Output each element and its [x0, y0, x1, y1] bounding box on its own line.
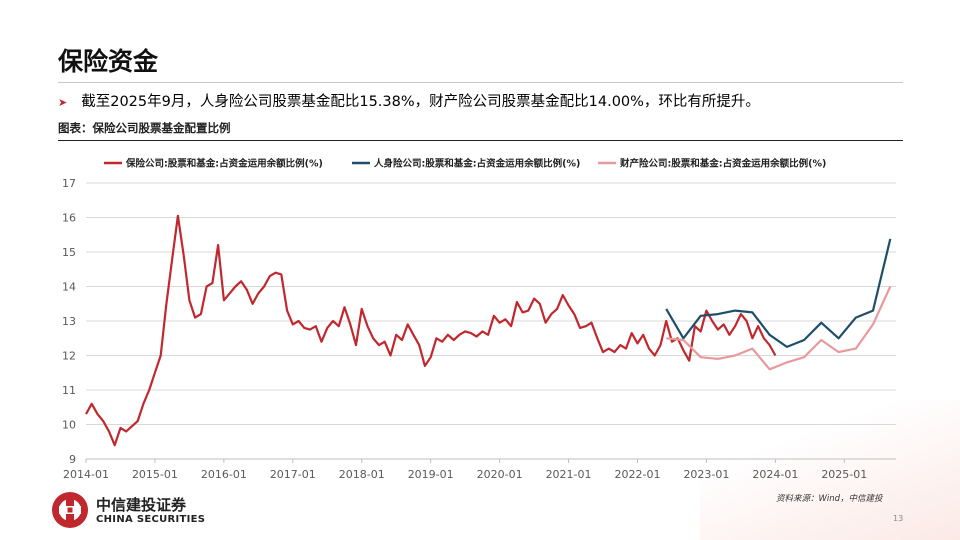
page-number: 13: [893, 514, 904, 523]
x-tick-label: 2014-01: [63, 468, 109, 481]
series-line-1: [665, 238, 892, 348]
legend-label-1: 人身险公司:股票和基金:占资金运用余额比例(%): [374, 158, 580, 170]
x-tick-label: 2022-01: [615, 468, 661, 481]
x-tick-label: 2016-01: [201, 468, 247, 481]
x-tick-label: 2015-01: [132, 468, 178, 481]
title-divider: [58, 82, 903, 83]
source-note: 资料来源：Wind，中信建投: [776, 494, 883, 504]
company-name-en: CHINA SECURITIES: [96, 514, 206, 525]
series-line-2: [666, 286, 892, 371]
y-tick-label: 17: [62, 177, 76, 190]
bullet-arrow-icon: ➤: [58, 96, 68, 109]
figure-caption: 图表：保险公司股票基金配置比例: [58, 121, 231, 135]
company-name-cn: 中信建投证券: [96, 496, 187, 514]
citic-logo-icon: [52, 492, 88, 528]
decorative-corner-gradient: [700, 400, 960, 540]
summary-text: 截至2025年9月，人身险公司股票基金配比15.38%，财产险公司股票基金配比1…: [81, 94, 760, 110]
y-tick-label: 9: [69, 453, 76, 466]
x-tick-label: 2024-01: [752, 468, 798, 481]
x-tick-label: 2025-01: [821, 468, 867, 481]
y-tick-label: 16: [62, 212, 76, 225]
x-tick-label: 2021-01: [546, 468, 592, 481]
series-line-0: [85, 214, 777, 447]
y-tick-label: 12: [62, 350, 76, 363]
summary-bullet: ➤ 截至2025年9月，人身险公司股票基金配比15.38%，财产险公司股票基金配比…: [58, 90, 760, 111]
y-tick-label: 15: [62, 246, 76, 259]
caption-divider: [58, 140, 903, 141]
y-tick-label: 13: [62, 315, 76, 328]
x-tick-label: 2018-01: [339, 468, 385, 481]
legend-label-2: 财产险公司:股票和基金:占资金运用余额比例(%): [619, 158, 826, 170]
y-tick-label: 11: [62, 384, 76, 397]
x-tick-label: 2017-01: [270, 468, 316, 481]
x-tick-label: 2019-01: [408, 468, 454, 481]
x-tick-label: 2020-01: [477, 468, 523, 481]
y-tick-label: 14: [62, 281, 76, 294]
legend-label-0: 保险公司:股票和基金:占资金运用余额比例(%): [125, 158, 323, 170]
page-title: 保险资金: [58, 47, 159, 76]
x-tick-label: 2023-01: [683, 468, 729, 481]
y-tick-label: 10: [62, 419, 76, 432]
